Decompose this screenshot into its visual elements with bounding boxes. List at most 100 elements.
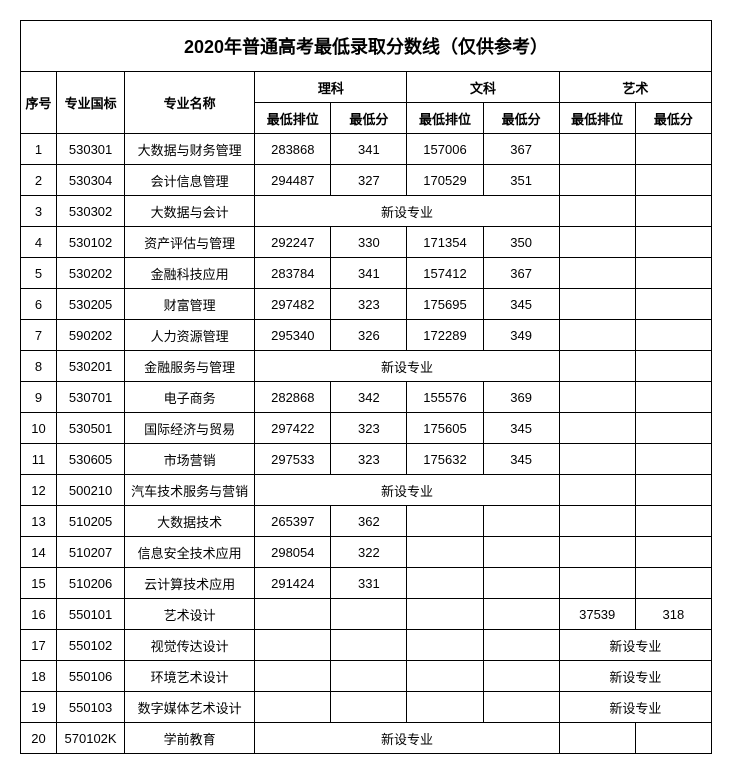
cell-arts-score: 351 <box>483 165 559 196</box>
cell-art-rank <box>559 258 635 289</box>
cell-sci-score: 362 <box>331 506 407 537</box>
cell-art-rank <box>559 134 635 165</box>
col-sci-rank-header: 最低排位 <box>255 103 331 134</box>
col-arts-header: 文科 <box>407 72 559 103</box>
col-art-rank-header: 最低排位 <box>559 103 635 134</box>
cell-code: 530701 <box>57 382 125 413</box>
cell-name: 汽车技术服务与营销 <box>125 475 255 506</box>
col-science-header: 理科 <box>255 72 407 103</box>
cell-art-rank <box>559 196 635 227</box>
cell-arts-score: 349 <box>483 320 559 351</box>
cell-idx: 3 <box>21 196 57 227</box>
cell-sci-rank: 283868 <box>255 134 331 165</box>
cell-arts-score: 367 <box>483 134 559 165</box>
cell-sci-rank: 295340 <box>255 320 331 351</box>
cell-art-score <box>635 382 711 413</box>
cell-sci-rank: 298054 <box>255 537 331 568</box>
cell-art-rank <box>559 568 635 599</box>
table-row: 9530701电子商务282868342155576369 <box>21 382 712 413</box>
cell-art-score <box>635 165 711 196</box>
cell-art-rank <box>559 165 635 196</box>
cell-name: 会计信息管理 <box>125 165 255 196</box>
cell-arts-score <box>483 661 559 692</box>
cell-name: 学前教育 <box>125 723 255 754</box>
cell-sci-rank: 297533 <box>255 444 331 475</box>
cell-idx: 12 <box>21 475 57 506</box>
cell-arts-rank <box>407 630 483 661</box>
cell-code: 550103 <box>57 692 125 723</box>
cell-idx: 13 <box>21 506 57 537</box>
cell-code: 550101 <box>57 599 125 630</box>
cell-sci-score: 341 <box>331 258 407 289</box>
cell-arts-rank: 157412 <box>407 258 483 289</box>
cell-idx: 5 <box>21 258 57 289</box>
cell-name: 金融科技应用 <box>125 258 255 289</box>
cell-sci-rank: 283784 <box>255 258 331 289</box>
cell-name: 云计算技术应用 <box>125 568 255 599</box>
cell-arts-score: 345 <box>483 289 559 320</box>
cell-sci-rank: 294487 <box>255 165 331 196</box>
cell-name: 财富管理 <box>125 289 255 320</box>
cell-code: 530302 <box>57 196 125 227</box>
cell-name: 视觉传达设计 <box>125 630 255 661</box>
col-arts-score-header: 最低分 <box>483 103 559 134</box>
cell-arts-rank: 171354 <box>407 227 483 258</box>
cell-sci-score: 342 <box>331 382 407 413</box>
cell-arts-rank <box>407 568 483 599</box>
cell-arts-score: 369 <box>483 382 559 413</box>
cell-sci-rank: 291424 <box>255 568 331 599</box>
cell-idx: 17 <box>21 630 57 661</box>
cell-sci-score: 330 <box>331 227 407 258</box>
cell-art-score <box>635 351 711 382</box>
cell-idx: 14 <box>21 537 57 568</box>
table-row: 19550103数字媒体艺术设计新设专业 <box>21 692 712 723</box>
table-row: 20570102K学前教育新设专业 <box>21 723 712 754</box>
cell-sci-rank: 282868 <box>255 382 331 413</box>
cell-arts-rank: 175605 <box>407 413 483 444</box>
cell-arts-rank: 170529 <box>407 165 483 196</box>
cell-art-rank <box>559 413 635 444</box>
cell-art-score <box>635 258 711 289</box>
cell-code: 530501 <box>57 413 125 444</box>
cell-name: 市场营销 <box>125 444 255 475</box>
cell-arts-score <box>483 599 559 630</box>
cell-code: 530202 <box>57 258 125 289</box>
cell-art-score: 318 <box>635 599 711 630</box>
col-sci-score-header: 最低分 <box>331 103 407 134</box>
cell-code: 510207 <box>57 537 125 568</box>
cell-arts-rank: 175632 <box>407 444 483 475</box>
cell-sci-rank <box>255 692 331 723</box>
table-row: 12500210汽车技术服务与营销新设专业 <box>21 475 712 506</box>
cell-arts-score <box>483 568 559 599</box>
cell-art-score <box>635 320 711 351</box>
col-code-header: 专业国标 <box>57 72 125 134</box>
cell-art-score <box>635 537 711 568</box>
table-row: 1530301大数据与财务管理283868341157006367 <box>21 134 712 165</box>
cell-code: 550102 <box>57 630 125 661</box>
cell-sci-score <box>331 599 407 630</box>
cell-sci-score: 323 <box>331 444 407 475</box>
cell-arts-score <box>483 506 559 537</box>
cell-idx: 7 <box>21 320 57 351</box>
cell-arts-rank: 155576 <box>407 382 483 413</box>
cell-code: 510205 <box>57 506 125 537</box>
cell-art-rank <box>559 444 635 475</box>
cell-sci-score <box>331 630 407 661</box>
cell-name: 环境艺术设计 <box>125 661 255 692</box>
cell-sci-score: 323 <box>331 289 407 320</box>
table-row: 14510207信息安全技术应用298054322 <box>21 537 712 568</box>
table-row: 5530202金融科技应用283784341157412367 <box>21 258 712 289</box>
cell-idx: 2 <box>21 165 57 196</box>
cell-sci-rank: 265397 <box>255 506 331 537</box>
cell-art-score <box>635 723 711 754</box>
cell-idx: 11 <box>21 444 57 475</box>
cell-code: 590202 <box>57 320 125 351</box>
cell-new-major: 新设专业 <box>559 692 711 723</box>
cell-art-rank <box>559 289 635 320</box>
cell-name: 国际经济与贸易 <box>125 413 255 444</box>
cell-idx: 18 <box>21 661 57 692</box>
cell-sci-score: 322 <box>331 537 407 568</box>
table-row: 7590202人力资源管理295340326172289349 <box>21 320 712 351</box>
cell-code: 530205 <box>57 289 125 320</box>
cell-idx: 8 <box>21 351 57 382</box>
